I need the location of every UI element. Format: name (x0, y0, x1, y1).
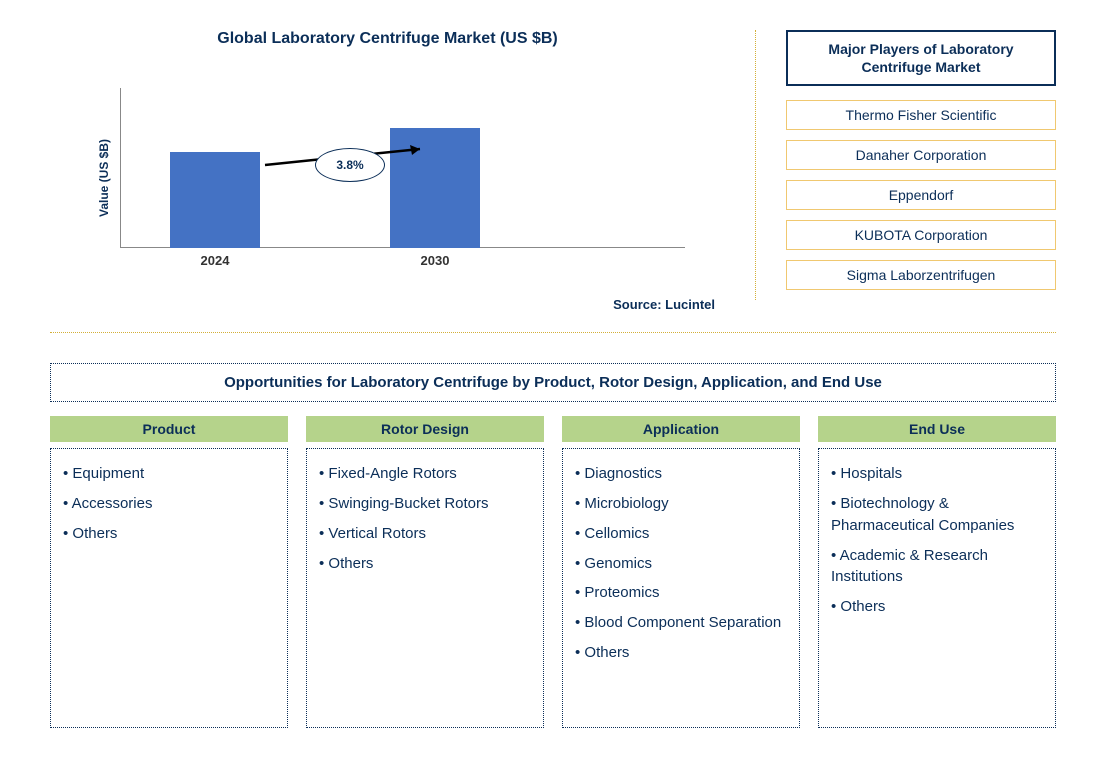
bar-2024: 2024 (170, 152, 260, 248)
top-section: Global Laboratory Centrifuge Market (US … (0, 0, 1106, 310)
player-item: Thermo Fisher Scientific (786, 100, 1056, 130)
y-axis-line (120, 88, 121, 248)
list-item: Equipment (63, 459, 275, 489)
list-item: Fixed-Angle Rotors (319, 459, 531, 489)
column-header: Rotor Design (306, 416, 544, 442)
column-header: Product (50, 416, 288, 442)
opportunities-columns: ProductEquipmentAccessoriesOthersRotor D… (50, 416, 1056, 728)
opportunities-title: Opportunities for Laboratory Centrifuge … (50, 363, 1056, 402)
column-header: Application (562, 416, 800, 442)
source-label: Source: Lucintel (613, 297, 715, 312)
player-item: KUBOTA Corporation (786, 220, 1056, 250)
opportunity-column: End Use HospitalsBiotechnology & Pharmace… (818, 416, 1056, 728)
list-item: Biotechnology & Pharmaceutical Companies (831, 489, 1043, 541)
list-item: Diagnostics (575, 459, 787, 489)
list-item: Others (319, 549, 531, 579)
list-item: Vertical Rotors (319, 519, 531, 549)
player-item: Sigma Laborzentrifugen (786, 260, 1056, 290)
player-item: Danaher Corporation (786, 140, 1056, 170)
list-item: Others (831, 592, 1043, 622)
bar-label-2030: 2030 (421, 253, 450, 268)
list-item: Blood Component Separation (575, 608, 787, 638)
y-axis-label: Value (US $B) (97, 139, 111, 217)
list-item: Genomics (575, 549, 787, 579)
bar-label-2024: 2024 (201, 253, 230, 268)
opportunity-column: Application DiagnosticsMicrobiologyCellom… (562, 416, 800, 728)
horizontal-divider (50, 332, 1056, 333)
growth-rate-badge: 3.8% (315, 148, 385, 182)
list-item: Proteomics (575, 578, 787, 608)
column-header: End Use (818, 416, 1056, 442)
list-item: Accessories (63, 489, 275, 519)
chart-area: Global Laboratory Centrifuge Market (US … (50, 30, 756, 300)
opportunity-column: Product EquipmentAccessoriesOthers (50, 416, 288, 728)
opportunities-section: Opportunities for Laboratory Centrifuge … (50, 363, 1056, 728)
list-item: Hospitals (831, 459, 1043, 489)
column-body: HospitalsBiotechnology & Pharmaceutical … (818, 448, 1056, 728)
list-item: Others (63, 519, 275, 549)
opportunity-column: Rotor Design Fixed-Angle RotorsSwinging-B… (306, 416, 544, 728)
column-body: Fixed-Angle RotorsSwinging-Bucket Rotors… (306, 448, 544, 728)
chart-title: Global Laboratory Centrifuge Market (US … (50, 30, 725, 48)
major-players-panel: Major Players of Laboratory Centrifuge M… (756, 30, 1056, 300)
players-title: Major Players of Laboratory Centrifuge M… (786, 30, 1056, 86)
list-item: Others (575, 638, 787, 668)
list-item: Swinging-Bucket Rotors (319, 489, 531, 519)
player-item: Eppendorf (786, 180, 1056, 210)
list-item: Academic & Research Institutions (831, 541, 1043, 593)
list-item: Microbiology (575, 489, 787, 519)
bar-chart: Value (US $B) 20242030 3.8% (120, 88, 685, 268)
column-body: DiagnosticsMicrobiologyCellomicsGenomics… (562, 448, 800, 728)
column-body: EquipmentAccessoriesOthers (50, 448, 288, 728)
list-item: Cellomics (575, 519, 787, 549)
